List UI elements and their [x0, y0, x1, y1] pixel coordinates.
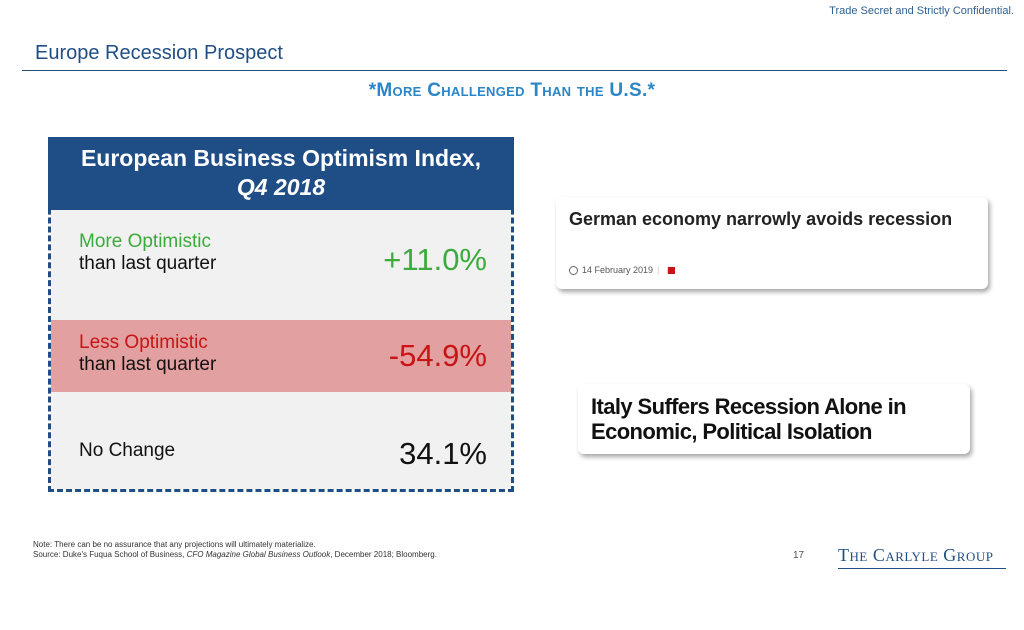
title-divider — [22, 70, 1007, 71]
page-number: 17 — [793, 550, 805, 561]
row-more-optimistic: More Optimistic than last quarter +11.0% — [51, 210, 511, 320]
card-period: Q4 2018 — [236, 174, 326, 200]
clock-icon — [569, 265, 578, 275]
news-headline: German economy narrowly avoids recession — [569, 209, 953, 229]
meta-separator: | — [657, 265, 660, 275]
news-date: 14 February 2019 — [582, 265, 654, 275]
row-value: +11.0% — [383, 242, 487, 277]
row-label: Less Optimistic — [79, 332, 208, 353]
row-label: No Change — [79, 440, 176, 461]
optimism-index-card: European Business Optimism Index, Q4 201… — [48, 137, 514, 492]
news-clip-italy: Italy Suffers Recession Alone in Economi… — [578, 384, 970, 454]
page-subtitle: *More Challenged Than the U.S.* — [368, 80, 656, 101]
confidentiality-notice: Trade Secret and Strictly Confidential. — [829, 5, 1014, 17]
flag-icon — [667, 266, 676, 274]
card-title: European Business Optimism Index, — [80, 145, 482, 171]
row-sublabel: than last quarter — [79, 253, 217, 274]
footnote: Note: There can be no assurance that any… — [33, 540, 437, 560]
news-headline: Italy Suffers Recession Alone in Economi… — [591, 394, 907, 444]
carlyle-logo: The Carlyle Group — [838, 545, 1006, 569]
news-meta: 14 February 2019 | — [569, 265, 676, 275]
row-value: 34.1% — [399, 436, 487, 471]
row-less-optimistic: Less Optimistic than last quarter -54.9% — [51, 320, 511, 392]
source-line: Source: Duke's Fuqua School of Business,… — [33, 550, 437, 559]
news-clip-germany: German economy narrowly avoids recession… — [556, 197, 988, 289]
row-no-change: No Change 34.1% — [51, 392, 511, 489]
page-title: Europe Recession Prospect — [35, 42, 283, 64]
row-value: -54.9% — [388, 338, 487, 373]
row-label: More Optimistic — [79, 231, 211, 252]
note-line: Note: There can be no assurance that any… — [33, 540, 316, 549]
card-header: European Business Optimism Index, Q4 201… — [48, 137, 514, 210]
row-sublabel: than last quarter — [79, 354, 217, 375]
